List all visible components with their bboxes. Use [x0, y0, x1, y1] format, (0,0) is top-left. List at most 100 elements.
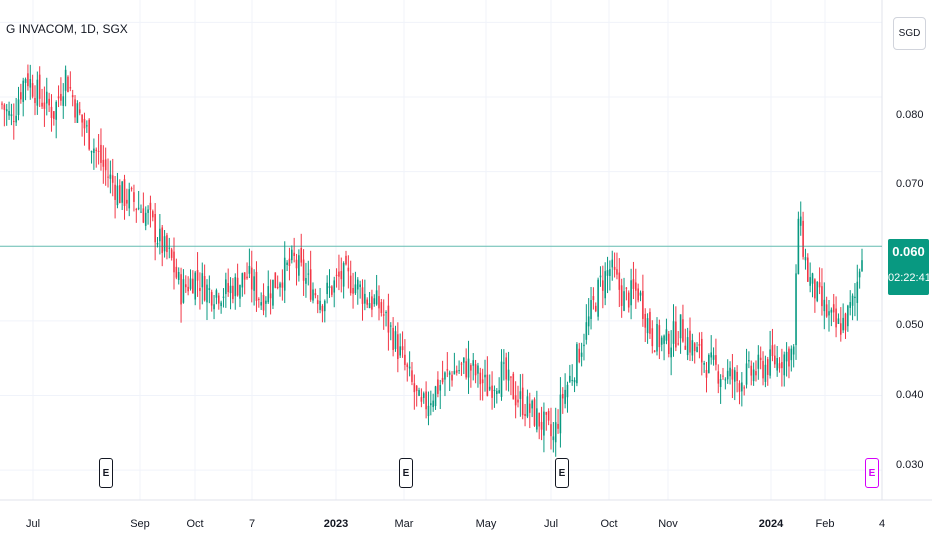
candle-body [686, 337, 689, 356]
candle-body [45, 91, 48, 104]
candle-body [425, 391, 427, 410]
candle-body [630, 280, 632, 306]
earnings-marker-future-icon[interactable]: E [865, 458, 879, 488]
candle-body [432, 400, 434, 408]
candle-body [15, 115, 17, 123]
candle-body [698, 344, 701, 346]
candle-body [858, 271, 861, 278]
candle-body [564, 389, 566, 404]
candle-body [107, 176, 109, 178]
candle-body [547, 410, 550, 421]
candle-body [851, 295, 854, 306]
candle-body [116, 185, 119, 206]
earnings-marker-icon[interactable]: E [555, 458, 569, 488]
candle-body [583, 344, 585, 347]
candle-body [505, 357, 508, 380]
candle-body [467, 358, 470, 378]
candle-body [531, 400, 533, 409]
candle-body [253, 276, 255, 291]
candle-body [578, 348, 581, 363]
candle-body [755, 371, 757, 376]
candle-body [349, 275, 352, 294]
candle-body [22, 80, 25, 102]
candle-body [111, 175, 114, 183]
candle-body [741, 382, 743, 392]
candle-body [653, 350, 656, 352]
candle-body [182, 279, 185, 303]
candle-body [392, 327, 394, 351]
candle-body [187, 286, 189, 292]
candle-body [12, 120, 15, 122]
x-tick-label: Nov [658, 518, 678, 530]
earnings-marker-icon[interactable]: E [99, 458, 113, 488]
candle-body [437, 379, 439, 394]
candle-body [57, 96, 60, 99]
candle-body [733, 370, 736, 382]
candle-body [364, 293, 366, 304]
bar-countdown: 02:22:41 [888, 272, 931, 284]
candle-body [569, 375, 571, 382]
candle-body [729, 367, 731, 377]
candle-body [472, 360, 475, 366]
candle-body [389, 325, 392, 327]
candle-body [86, 125, 88, 127]
candle-body [387, 305, 390, 333]
currency-button[interactable]: SGD [893, 17, 926, 50]
candle-body [401, 346, 404, 351]
candle-body [832, 304, 835, 313]
candle-body [717, 371, 720, 384]
candle-body [434, 386, 437, 406]
candle-body [804, 257, 807, 261]
candle-body [34, 97, 36, 104]
candle-body [778, 363, 781, 369]
candle-body [309, 269, 312, 300]
candle-body [163, 236, 166, 252]
candle-body [543, 411, 545, 436]
candle-body [399, 346, 401, 356]
candle-body [618, 272, 621, 290]
candle-body [60, 93, 62, 101]
candle-body [814, 279, 816, 299]
candle-body [495, 390, 498, 395]
candle-body [295, 259, 298, 269]
candle-body [512, 373, 515, 400]
candle-body [361, 287, 364, 304]
candle-body [731, 369, 734, 380]
candle-body [632, 279, 635, 289]
candle-body [488, 386, 491, 390]
candle-body [540, 421, 543, 430]
candle-body [592, 296, 595, 301]
candle-body [119, 185, 121, 203]
candle-body [137, 207, 140, 209]
candle-body [109, 174, 112, 179]
candle-body [217, 295, 220, 304]
candle-body [682, 319, 684, 342]
candle-body [736, 371, 738, 381]
candle-body [17, 99, 20, 116]
candle-body [326, 282, 328, 295]
candle-body [130, 188, 133, 190]
candle-body [366, 299, 369, 305]
candle-body [352, 287, 354, 294]
candle-body [27, 73, 29, 87]
candle-body [8, 110, 10, 116]
candle-body [283, 257, 286, 291]
candle-body [64, 69, 67, 91]
candle-body [816, 281, 819, 301]
candle-body [795, 273, 797, 346]
candle-body [507, 369, 510, 381]
candle-body [715, 355, 717, 365]
candle-body [215, 290, 218, 298]
y-tick-label: 0.050 [896, 319, 924, 331]
candle-body [328, 286, 331, 289]
candle-body [359, 284, 361, 288]
candle-body [151, 211, 154, 218]
candle-body [783, 354, 786, 376]
candle-body [378, 296, 380, 309]
earnings-marker-icon[interactable]: E [399, 458, 413, 488]
candle-body [528, 403, 531, 413]
candle-body [839, 323, 842, 335]
candle-body [807, 257, 809, 282]
candle-body [196, 270, 199, 281]
